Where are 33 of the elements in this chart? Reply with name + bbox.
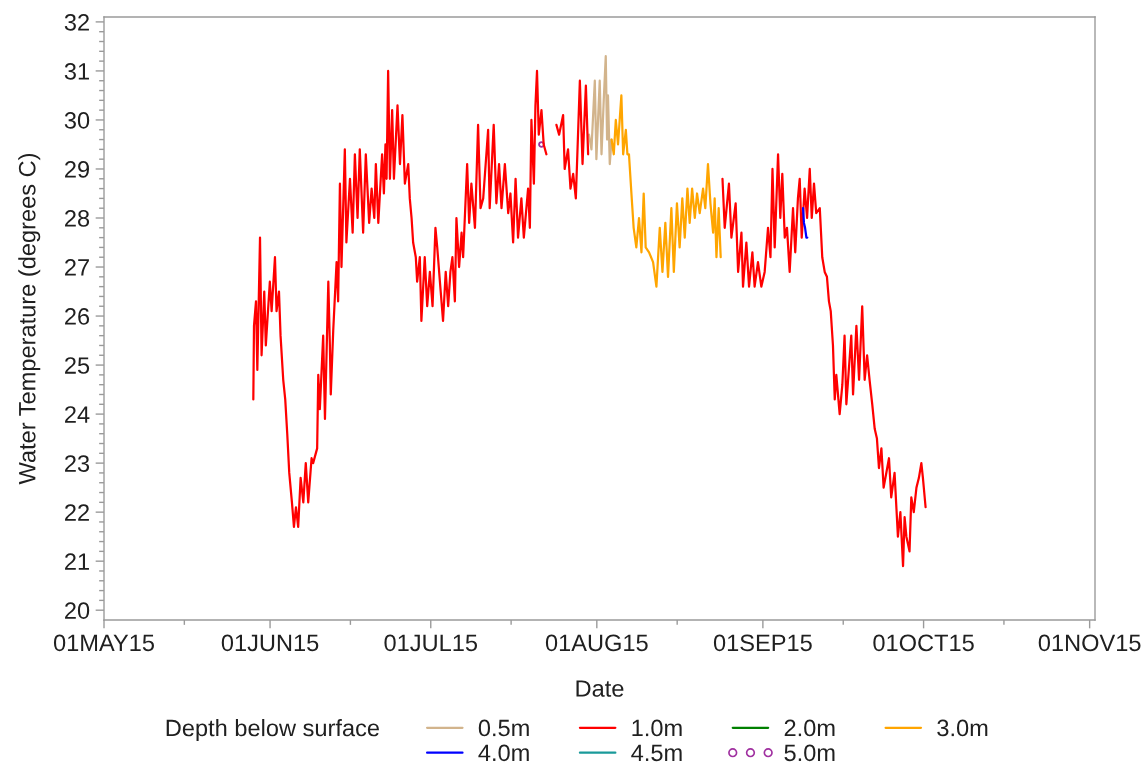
legend-label: 4.0m (478, 744, 529, 762)
legend-label: 0.5m (478, 719, 529, 737)
legend-title: Depth below surface (166, 718, 379, 742)
y-tick-label: 32 (64, 13, 89, 31)
x-tick-label: 01MAY15 (53, 634, 154, 652)
x-axis-title: Date (576, 680, 624, 697)
y-tick-label: 26 (65, 308, 90, 325)
legend-label: 5.0m (784, 744, 835, 762)
line-series (801, 207, 809, 239)
x-tick-label: 01JUN15 (221, 634, 319, 652)
y-tick-label: 31 (64, 62, 89, 80)
x-tick-label: 01SEP15 (713, 634, 812, 652)
y-tick-label: 24 (65, 406, 90, 423)
line-series (587, 55, 613, 166)
y-axis-title: Water Temperature (degrees C) (18, 153, 41, 485)
y-tick-label: 29 (65, 161, 89, 178)
x-tick-label: 01NOV15 (1038, 634, 1141, 652)
y-tick-label: 22 (65, 504, 89, 521)
y-tick-label: 25 (65, 357, 90, 374)
x-tick-label: 01JUL15 (384, 634, 478, 652)
legend-label: 2.0m (784, 719, 835, 737)
y-tick-label: 20 (65, 602, 90, 619)
y-tick-label: 23 (65, 455, 90, 472)
line-series (610, 94, 722, 288)
y-tick-label: 27 (65, 259, 89, 276)
legend-label: 1.0m (632, 719, 682, 737)
y-tick-label: 30 (64, 112, 90, 129)
y-tick-label: 21 (65, 553, 89, 570)
x-tick-label: 01OCT15 (873, 634, 974, 652)
legend-label: 3.0m (937, 719, 988, 737)
legend-label: 4.5m (631, 744, 682, 762)
x-tick-label: 01AUG15 (545, 634, 648, 652)
y-tick-label: 28 (65, 210, 90, 227)
